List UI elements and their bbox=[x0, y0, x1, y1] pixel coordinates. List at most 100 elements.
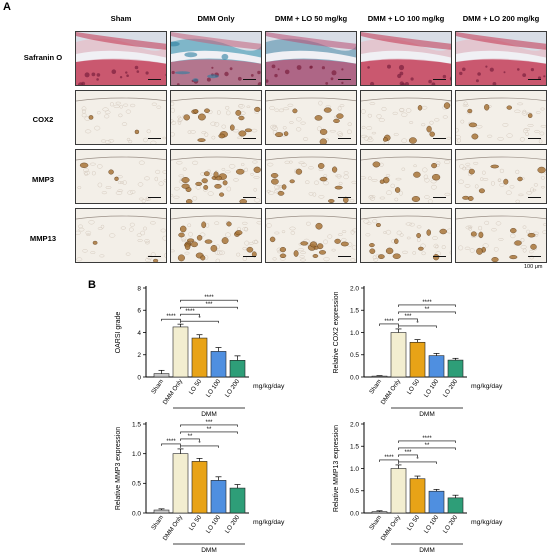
micrograph-1-1 bbox=[170, 90, 262, 145]
y-tick-label: 2.0 bbox=[350, 421, 359, 428]
bar-0 bbox=[153, 373, 170, 378]
y-axis-label: OARSI grade bbox=[115, 312, 122, 354]
significance-bracket-2 bbox=[180, 438, 200, 441]
y-tick-label: 0.0 bbox=[350, 374, 359, 381]
unit-label: mg/kg/day bbox=[253, 519, 285, 526]
micrograph-0-2 bbox=[265, 31, 357, 86]
column-header-1: DMM Only bbox=[197, 14, 235, 23]
scale-bar bbox=[528, 78, 541, 80]
significance-label-0: **** bbox=[384, 455, 394, 461]
micrograph-0-4 bbox=[455, 31, 547, 86]
significance-label-1: * bbox=[416, 321, 419, 327]
bar-3 bbox=[428, 490, 445, 514]
y-tick-label: 0.5 bbox=[350, 352, 359, 359]
micrograph-3-3 bbox=[360, 208, 452, 263]
bar-3 bbox=[210, 480, 227, 514]
significance-bracket-3 bbox=[180, 306, 238, 310]
significance-bracket-2 bbox=[180, 313, 200, 317]
bar-4 bbox=[229, 487, 246, 514]
micrograph-3-2 bbox=[265, 208, 357, 263]
bar-4 bbox=[447, 359, 464, 378]
panel-a-label: A bbox=[3, 1, 11, 13]
category-label-1: DMM Only bbox=[380, 513, 403, 542]
scale-bar bbox=[338, 78, 351, 80]
y-tick-label: 1.5 bbox=[132, 421, 141, 428]
micrograph-1-3 bbox=[360, 90, 452, 145]
bar-1 bbox=[390, 468, 407, 514]
category-label-1: DMM Only bbox=[380, 377, 403, 406]
significance-label-1: * bbox=[198, 316, 201, 322]
significance-bracket-4 bbox=[398, 304, 456, 307]
micrograph-3-1 bbox=[170, 208, 262, 263]
group-label: DMM bbox=[419, 411, 435, 417]
y-axis-label: Relative COX2 expression bbox=[333, 291, 340, 373]
category-label-0: Sham bbox=[150, 378, 165, 395]
category-label-0: Sham bbox=[368, 514, 383, 531]
significance-label-4: *** bbox=[205, 420, 213, 426]
scale-bar bbox=[148, 255, 161, 257]
category-label-3: LO 100 bbox=[423, 378, 441, 399]
micrograph-1-4 bbox=[455, 90, 547, 145]
row-header-1: COX2 bbox=[32, 115, 54, 124]
y-tick-label: 1.0 bbox=[132, 451, 141, 458]
y-tick-label: 1.0 bbox=[350, 330, 359, 337]
significance-bracket-4 bbox=[180, 424, 238, 427]
unit-label: mg/kg/day bbox=[471, 519, 503, 526]
category-label-3: LO 100 bbox=[205, 514, 223, 535]
significance-label-0: **** bbox=[384, 319, 394, 325]
significance-bracket-3 bbox=[398, 447, 456, 450]
y-tick-label: 0.0 bbox=[350, 510, 359, 517]
group-label: DMM bbox=[201, 547, 217, 554]
category-label-2: LO 50 bbox=[406, 514, 422, 532]
scale-bar bbox=[243, 137, 256, 139]
significance-bracket-4 bbox=[398, 440, 456, 443]
scale-bar bbox=[243, 196, 256, 198]
significance-bracket-3 bbox=[398, 311, 456, 314]
y-tick-label: 0.5 bbox=[350, 488, 359, 495]
significance-label-3: *** bbox=[205, 302, 213, 308]
y-tick-label: 0.0 bbox=[132, 510, 141, 517]
category-label-2: LO 50 bbox=[406, 378, 422, 396]
significance-label-4: **** bbox=[204, 295, 214, 301]
significance-label-1: * bbox=[198, 441, 201, 447]
micrograph-0-1 bbox=[170, 31, 262, 86]
micrograph-0-3 bbox=[360, 31, 452, 86]
y-tick-label: 2.0 bbox=[350, 285, 359, 292]
bar-0 bbox=[153, 509, 170, 514]
micrograph-2-4 bbox=[455, 149, 547, 204]
micrograph-2-3 bbox=[360, 149, 452, 204]
scale-bar bbox=[338, 196, 351, 198]
category-label-4: LO 200 bbox=[442, 514, 460, 535]
significance-bracket-3 bbox=[180, 431, 238, 434]
column-header-3: DMM + LO 100 mg/kg bbox=[367, 14, 445, 23]
micrograph-1-2 bbox=[265, 90, 357, 145]
significance-label-3: ** bbox=[207, 427, 212, 433]
scale-bar bbox=[148, 196, 161, 198]
significance-bracket-0 bbox=[379, 459, 399, 462]
row-header-2: MMP3 bbox=[32, 175, 54, 184]
category-label-4: LO 200 bbox=[442, 378, 460, 399]
scale-bar bbox=[528, 137, 541, 139]
micrograph-0-0 bbox=[75, 31, 167, 86]
y-tick-label: 2 bbox=[137, 352, 141, 359]
bar-4 bbox=[447, 497, 464, 514]
scale-bar bbox=[148, 78, 161, 80]
category-label-3: LO 100 bbox=[205, 378, 223, 399]
significance-bracket-1 bbox=[180, 445, 219, 448]
y-tick-label: 0 bbox=[137, 374, 141, 381]
category-label-3: LO 100 bbox=[423, 514, 441, 535]
bar-2 bbox=[191, 337, 208, 378]
significance-label-2: **** bbox=[185, 309, 195, 315]
micrograph-2-2 bbox=[265, 149, 357, 204]
bar-1 bbox=[390, 332, 407, 378]
column-header-2: DMM + LO 50 mg/kg bbox=[274, 14, 348, 23]
y-axis-label: Relative MMP3 expression bbox=[115, 427, 122, 510]
column-header-0: Sham bbox=[110, 14, 132, 23]
category-label-2: LO 50 bbox=[188, 514, 204, 532]
y-tick-label: 8 bbox=[137, 285, 141, 292]
significance-bracket-4 bbox=[180, 299, 238, 303]
significance-label-2: ** bbox=[188, 434, 193, 440]
micrograph-1-0 bbox=[75, 90, 167, 145]
bar-2 bbox=[191, 461, 208, 514]
